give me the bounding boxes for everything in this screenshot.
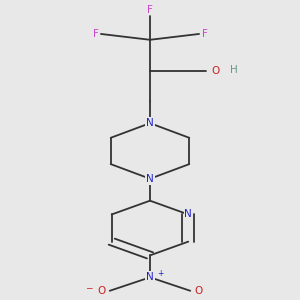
Text: O: O (194, 286, 202, 296)
Text: O: O (98, 286, 106, 296)
Text: F: F (93, 29, 98, 39)
Text: +: + (158, 269, 164, 278)
Text: F: F (202, 29, 207, 39)
Text: N: N (146, 118, 154, 128)
Text: N: N (146, 174, 154, 184)
Text: N: N (184, 209, 192, 219)
Text: H: H (230, 65, 238, 75)
Text: −: − (85, 283, 93, 292)
Text: O: O (211, 65, 220, 76)
Text: N: N (146, 272, 154, 282)
Text: F: F (147, 5, 153, 15)
